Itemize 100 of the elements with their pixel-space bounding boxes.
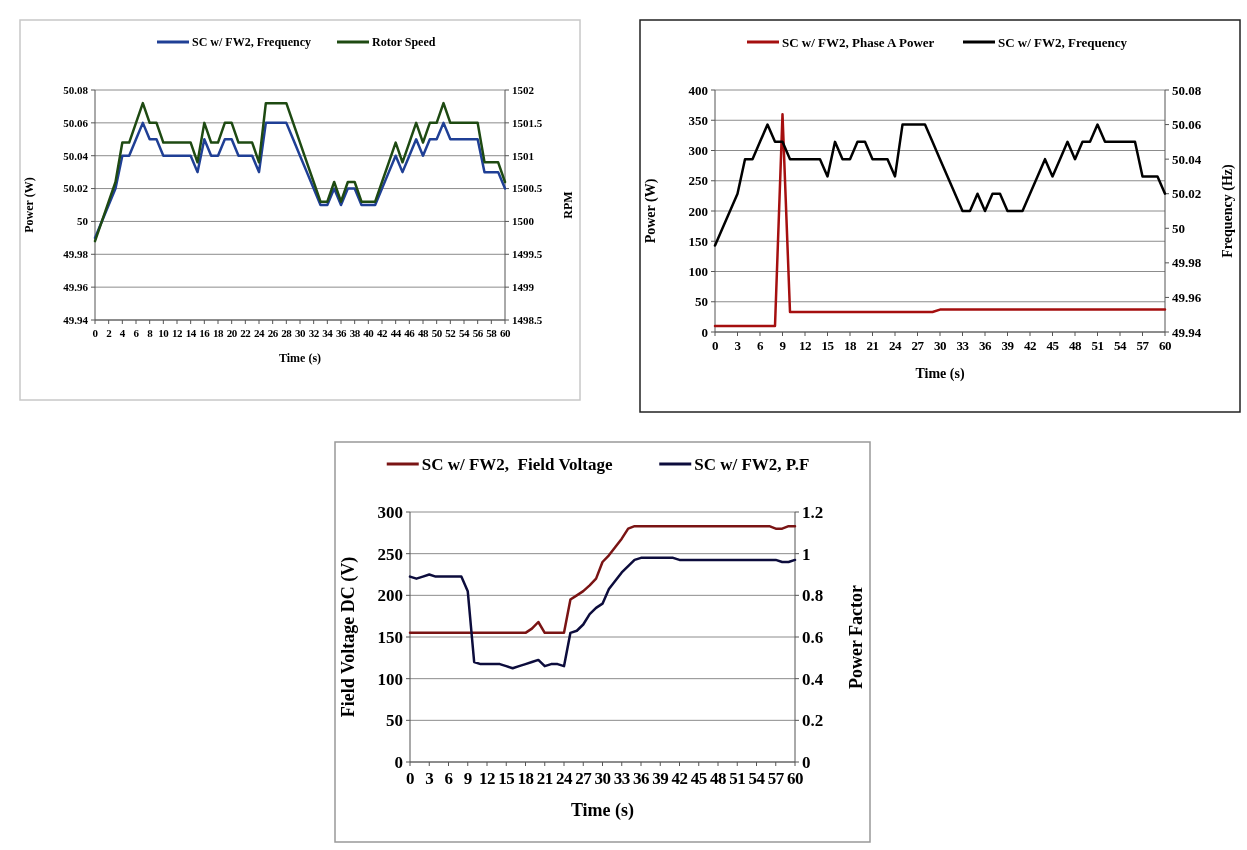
y2-axis-title: RPM (561, 191, 575, 219)
x-tick-label: 60 (1159, 338, 1171, 354)
x-tick-label: 22 (240, 326, 252, 339)
x-tick-label: 16 (199, 326, 211, 339)
x-tick-label: 57 (1136, 338, 1150, 354)
x-tick-label: 44 (390, 326, 402, 339)
y2-tick-label: 50 (1172, 220, 1185, 236)
x-tick-label: 15 (498, 768, 515, 788)
x-tick-label: 15 (821, 338, 835, 354)
x-axis-title: Time (s) (278, 351, 322, 365)
y2-tick-label: 1501.5 (512, 116, 543, 129)
x-tick-label: 36 (633, 768, 649, 788)
x-axis-title: Time (s) (570, 800, 635, 821)
x-tick-label: 6 (133, 326, 140, 339)
legend-label: SC w/ FW2, Field Voltage (421, 454, 613, 474)
x-tick-label: 9 (779, 338, 787, 354)
x-tick-label: 42 (671, 768, 688, 788)
x-tick-label: 51 (729, 768, 746, 788)
x-tick-label: 48 (1069, 338, 1082, 354)
y-axis-title: Power (W) (22, 177, 36, 233)
y2-tick-label: 1.2 (802, 502, 824, 522)
line-series (93, 121, 507, 240)
x-tick-label: 3 (425, 768, 434, 788)
y-tick-label: 0 (394, 752, 403, 772)
x-tick-label: 58 (486, 326, 498, 339)
x-tick-label: 57 (767, 768, 785, 788)
x-tick-label: 21 (536, 768, 553, 788)
x-tick-label: 12 (479, 768, 495, 788)
y2-tick-label: 1501 (512, 149, 534, 162)
y-tick-label: 49.94 (63, 313, 89, 326)
x-tick-label: 12 (799, 338, 811, 354)
y2-tick-label: 0.6 (802, 627, 824, 647)
x-tick-label: 39 (652, 768, 669, 788)
y-axis-title: Field Voltage DC (V) (338, 556, 359, 718)
line-series (713, 123, 1167, 247)
x-tick-label: 18 (517, 768, 534, 788)
y2-tick-label: 50.04 (1172, 151, 1202, 167)
x-tick-label: 26 (267, 326, 279, 339)
y2-tick-label: 1498.5 (512, 313, 543, 326)
x-tick-label: 51 (1091, 338, 1104, 354)
y2-tick-label: 1500 (512, 215, 535, 228)
y2-tick-label: 1499 (512, 280, 535, 293)
x-tick-label: 50 (431, 326, 443, 339)
x-tick-label: 8 (147, 326, 154, 339)
y-tick-label: 250 (377, 544, 403, 564)
legend-label: SC w/ FW2, Phase A Power (782, 34, 935, 50)
y2-axis-title: Power Factor (846, 584, 866, 690)
x-tick-label: 18 (844, 338, 857, 354)
y-tick-label: 50 (695, 294, 708, 310)
x-tick-label: 52 (445, 326, 457, 339)
y2-tick-label: 0.2 (802, 711, 824, 731)
y-tick-label: 50.02 (63, 182, 89, 195)
x-tick-label: 39 (1001, 338, 1015, 354)
y-tick-label: 250 (688, 173, 708, 189)
y2-tick-label: 0 (802, 752, 811, 772)
y2-tick-label: 49.98 (1172, 255, 1202, 271)
line-series (93, 101, 507, 243)
x-tick-label: 60 (787, 768, 803, 788)
line-series (713, 112, 1167, 328)
line-series (408, 524, 797, 635)
x-tick-label: 27 (911, 338, 925, 354)
x-tick-label: 30 (934, 338, 946, 354)
legend-label: SC w/ FW2, Frequency (192, 35, 312, 50)
y2-axis-title: Frequency (Hz) (1220, 163, 1236, 258)
x-tick-label: 45 (690, 768, 707, 788)
x-tick-label: 45 (1046, 338, 1060, 354)
legend-label: SC w/ FW2, P.F (694, 454, 810, 474)
x-tick-label: 21 (866, 338, 879, 354)
y-tick-label: 50.08 (63, 83, 89, 96)
y2-tick-label: 50.08 (1172, 82, 1202, 98)
x-tick-label: 24 (254, 326, 265, 339)
x-tick-label: 46 (404, 326, 416, 339)
x-tick-label: 48 (418, 326, 429, 339)
y2-tick-label: 1500.5 (512, 182, 543, 195)
y-tick-label: 200 (688, 203, 708, 219)
x-tick-label: 36 (979, 338, 992, 354)
x-tick-label: 38 (349, 326, 361, 339)
y-tick-label: 100 (688, 264, 708, 280)
x-tick-label: 36 (336, 326, 347, 339)
x-tick-label: 6 (757, 338, 764, 354)
x-tick-label: 60 (500, 326, 511, 339)
y-axis-title: Power (W) (643, 178, 659, 244)
y-tick-label: 300 (377, 502, 403, 522)
x-tick-label: 42 (1024, 338, 1036, 354)
x-tick-label: 42 (377, 326, 388, 339)
x-tick-label: 54 (1114, 338, 1127, 354)
y-tick-label: 400 (688, 82, 708, 98)
x-tick-label: 10 (158, 326, 170, 339)
x-tick-label: 54 (459, 326, 470, 339)
y-tick-label: 150 (377, 627, 403, 647)
x-tick-label: 4 (119, 326, 126, 339)
x-tick-label: 48 (710, 768, 726, 788)
x-tick-label: 2 (106, 326, 113, 339)
x-tick-label: 24 (556, 768, 573, 788)
x-tick-label: 18 (213, 326, 224, 339)
y2-tick-label: 49.94 (1172, 324, 1202, 340)
x-tick-label: 12 (172, 326, 183, 339)
x-tick-label: 33 (613, 768, 630, 788)
y2-tick-label: 0.4 (802, 669, 824, 689)
x-tick-label: 0 (712, 338, 718, 354)
